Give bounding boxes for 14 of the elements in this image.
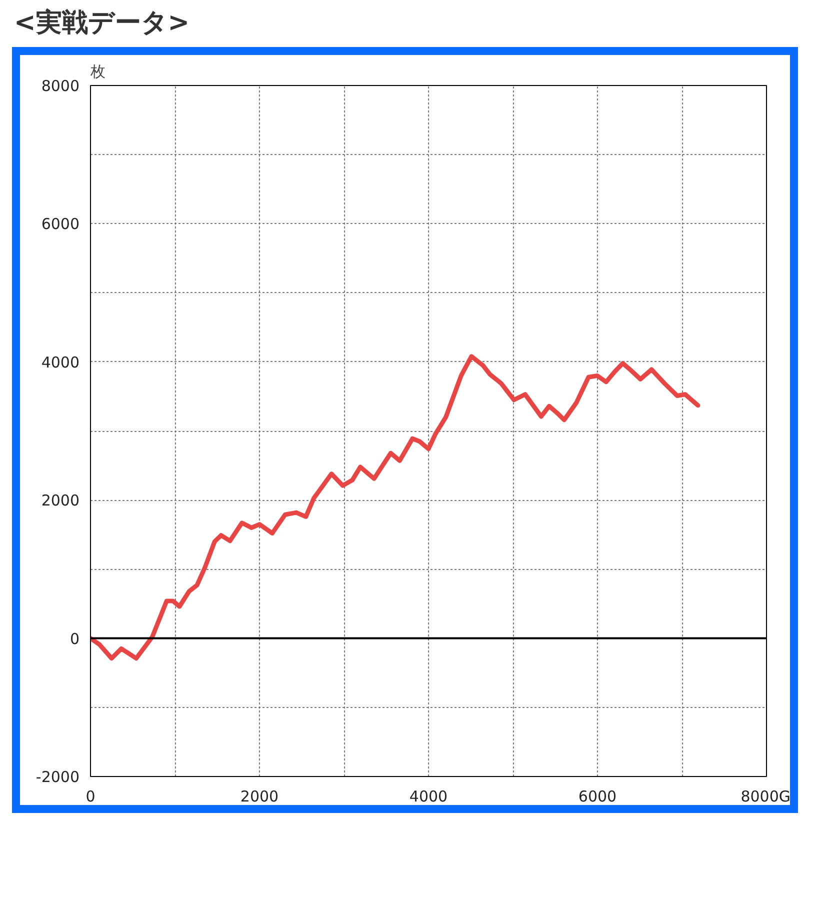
y-tick-label: 0: [70, 630, 80, 648]
x-tick-label: 8000G: [740, 788, 791, 806]
y-tick-label: 8000: [41, 77, 80, 96]
y-tick-label: 2000: [41, 492, 80, 510]
y-tick-label: -2000: [36, 768, 80, 786]
y-axis-title: 枚: [90, 62, 106, 81]
y-tick-label: 6000: [41, 215, 80, 234]
x-tick-label: 0: [86, 788, 96, 806]
chart-title: <実戦データ>: [14, 7, 190, 40]
x-tick-label: 2000: [240, 788, 279, 806]
x-tick-label: 6000: [578, 788, 617, 806]
x-tick-label: 4000: [409, 788, 448, 806]
y-tick-label: 4000: [41, 354, 80, 372]
line-series: [90, 354, 700, 661]
